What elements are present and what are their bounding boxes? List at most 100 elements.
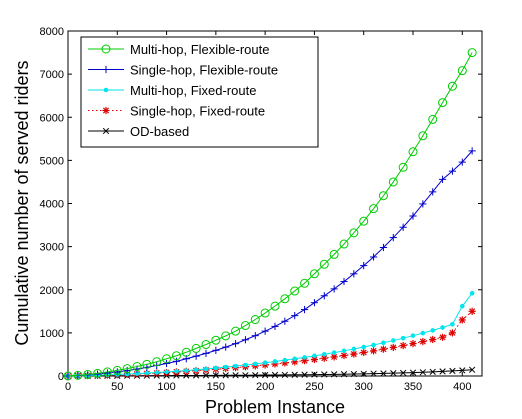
data-point bbox=[260, 308, 270, 318]
data-point bbox=[201, 340, 211, 350]
data-point bbox=[271, 371, 279, 379]
data-point bbox=[459, 303, 465, 309]
data-point bbox=[222, 372, 229, 379]
data-point bbox=[458, 158, 466, 166]
data-point bbox=[154, 370, 160, 375]
data-point bbox=[359, 216, 369, 226]
data-point bbox=[300, 305, 309, 314]
data-point bbox=[250, 315, 260, 325]
data-point bbox=[280, 294, 290, 304]
data-point bbox=[321, 371, 328, 378]
x-tick-label: 250 bbox=[305, 381, 323, 393]
data-point bbox=[410, 333, 416, 338]
legend-item: Multi-hop, Flexible-route bbox=[88, 42, 269, 57]
data-point bbox=[371, 342, 376, 348]
data-point bbox=[183, 368, 189, 373]
y-tick-label: 6000 bbox=[40, 112, 64, 124]
legend-label: Multi-hop, Flexible-route bbox=[130, 42, 269, 57]
data-point bbox=[419, 369, 427, 376]
data-point bbox=[340, 351, 348, 360]
data-point bbox=[350, 350, 358, 358]
data-point bbox=[361, 344, 367, 350]
data-point bbox=[400, 335, 406, 341]
data-point bbox=[390, 338, 396, 343]
y-axis-label: Cumulative number of served riders bbox=[12, 60, 32, 345]
data-point bbox=[349, 228, 359, 238]
data-point bbox=[351, 346, 357, 352]
data-point bbox=[309, 269, 319, 279]
data-point bbox=[319, 259, 329, 269]
data-point bbox=[122, 364, 132, 374]
data-point bbox=[429, 368, 436, 376]
data-point bbox=[459, 367, 466, 374]
data-point bbox=[467, 48, 477, 58]
data-point bbox=[174, 368, 179, 374]
data-point bbox=[301, 371, 308, 378]
legend: Multi-hop, Flexible-route Single-hop, Fle… bbox=[80, 36, 319, 148]
data-point bbox=[468, 147, 476, 155]
data-point bbox=[222, 343, 230, 351]
data-point bbox=[448, 167, 457, 175]
data-point bbox=[261, 371, 269, 379]
data-point bbox=[350, 270, 358, 278]
legend-label: OD-based bbox=[130, 124, 189, 139]
data-point bbox=[370, 370, 377, 377]
data-point bbox=[242, 372, 249, 379]
data-point bbox=[202, 372, 210, 379]
data-point bbox=[282, 357, 288, 363]
data-point bbox=[331, 350, 337, 355]
data-point bbox=[223, 364, 229, 370]
data-point bbox=[73, 370, 83, 380]
legend-item: Single-hop, Fixed-route bbox=[88, 104, 265, 119]
data-point bbox=[468, 366, 476, 373]
legend-item: Single-hop, Flexible-route bbox=[88, 63, 278, 78]
data-point bbox=[172, 357, 181, 365]
data-point bbox=[430, 328, 436, 333]
legend-item: OD-based bbox=[88, 124, 189, 139]
data-point bbox=[240, 321, 250, 331]
data-point bbox=[302, 355, 307, 360]
data-point bbox=[281, 371, 289, 379]
data-point bbox=[281, 317, 289, 325]
data-point bbox=[329, 249, 339, 259]
data-point bbox=[341, 348, 347, 354]
data-point bbox=[144, 370, 150, 376]
data-point bbox=[360, 262, 368, 270]
data-point bbox=[112, 365, 122, 375]
legend-marker bbox=[102, 65, 110, 74]
data-point bbox=[262, 360, 268, 366]
data-point bbox=[171, 351, 181, 361]
data-point bbox=[409, 212, 417, 220]
series-group bbox=[63, 48, 477, 381]
data-point bbox=[202, 349, 210, 357]
data-point bbox=[191, 343, 201, 353]
legend-box bbox=[80, 36, 319, 148]
data-point bbox=[290, 286, 300, 296]
data-point bbox=[231, 340, 240, 348]
data-point bbox=[272, 359, 278, 364]
data-point bbox=[320, 292, 328, 300]
data-point bbox=[390, 370, 397, 377]
data-point bbox=[221, 331, 231, 341]
legend-marker bbox=[102, 127, 110, 135]
data-point bbox=[350, 370, 358, 378]
data-point bbox=[232, 372, 239, 379]
data-point bbox=[468, 307, 476, 315]
y-tick-label: 7000 bbox=[40, 69, 64, 81]
data-point bbox=[252, 361, 258, 367]
data-point bbox=[211, 335, 221, 345]
data-point bbox=[212, 372, 220, 379]
legend-item: Multi-hop, Fixed-route bbox=[88, 83, 256, 98]
y-tick-label: 1000 bbox=[40, 328, 64, 340]
y-tick-label: 2000 bbox=[40, 285, 64, 297]
y-tick-label: 5000 bbox=[40, 155, 64, 167]
data-point bbox=[233, 363, 238, 369]
data-point bbox=[378, 191, 388, 201]
data-point bbox=[300, 278, 310, 288]
y-tick-label: 4000 bbox=[40, 199, 64, 211]
series-3 bbox=[65, 290, 475, 379]
data-point bbox=[360, 370, 367, 377]
data-point bbox=[369, 204, 379, 214]
data-point bbox=[389, 233, 397, 242]
data-point bbox=[379, 345, 388, 353]
